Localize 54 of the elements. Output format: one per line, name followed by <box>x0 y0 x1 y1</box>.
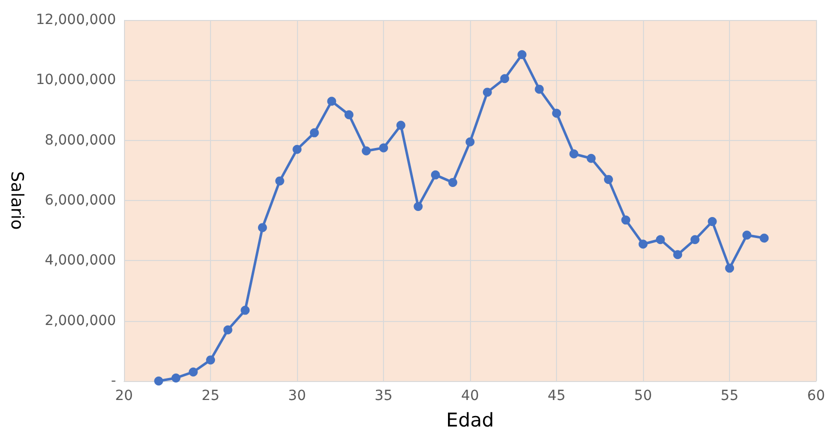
point <box>223 325 232 334</box>
y-tick-label: 8,000,000 <box>44 132 116 148</box>
point <box>206 355 216 364</box>
point <box>500 74 510 84</box>
point <box>430 170 440 180</box>
point <box>621 216 630 225</box>
point <box>275 176 284 186</box>
point <box>552 108 562 118</box>
point <box>517 50 526 60</box>
y-tick-label: - <box>110 373 116 389</box>
point <box>171 373 180 382</box>
x-tick-label: 45 <box>548 388 566 404</box>
point <box>534 84 544 94</box>
point <box>344 110 354 120</box>
point <box>448 178 458 187</box>
point <box>292 144 302 154</box>
y-tick-label: 6,000,000 <box>44 192 116 208</box>
point <box>396 120 406 130</box>
x-axis-title: Edad <box>446 410 494 432</box>
point <box>466 137 475 146</box>
point <box>604 174 613 184</box>
y-axis-title: Salario <box>6 171 26 230</box>
point <box>379 143 388 152</box>
point <box>310 128 319 138</box>
x-tick-label: 50 <box>634 388 652 404</box>
point <box>240 306 250 315</box>
y-tick-label: 10,000,000 <box>36 72 116 88</box>
point <box>742 230 752 240</box>
x-tick-label: 55 <box>720 388 739 404</box>
point <box>154 376 164 386</box>
point <box>569 149 578 158</box>
y-tick-label: 12,000,000 <box>36 12 116 28</box>
y-tick-label: 4,000,000 <box>44 252 116 269</box>
x-tick-label: 60 <box>807 388 826 404</box>
point <box>188 367 198 376</box>
point <box>362 146 371 156</box>
point <box>258 223 267 232</box>
point <box>586 154 596 163</box>
y-tick-label: 2,000,000 <box>44 312 116 329</box>
point <box>638 240 648 249</box>
x-tick-label: 25 <box>202 388 220 404</box>
point <box>760 234 769 243</box>
point <box>414 202 423 212</box>
x-tick-label: 35 <box>374 388 392 404</box>
point <box>673 250 682 260</box>
point <box>656 235 665 244</box>
point <box>725 264 734 273</box>
point <box>690 235 700 244</box>
point <box>482 88 492 97</box>
x-tick-label: 40 <box>461 388 479 404</box>
point <box>327 96 336 106</box>
x-tick-label: 20 <box>115 388 133 404</box>
x-tick-label: 30 <box>288 388 306 404</box>
point <box>708 217 717 226</box>
